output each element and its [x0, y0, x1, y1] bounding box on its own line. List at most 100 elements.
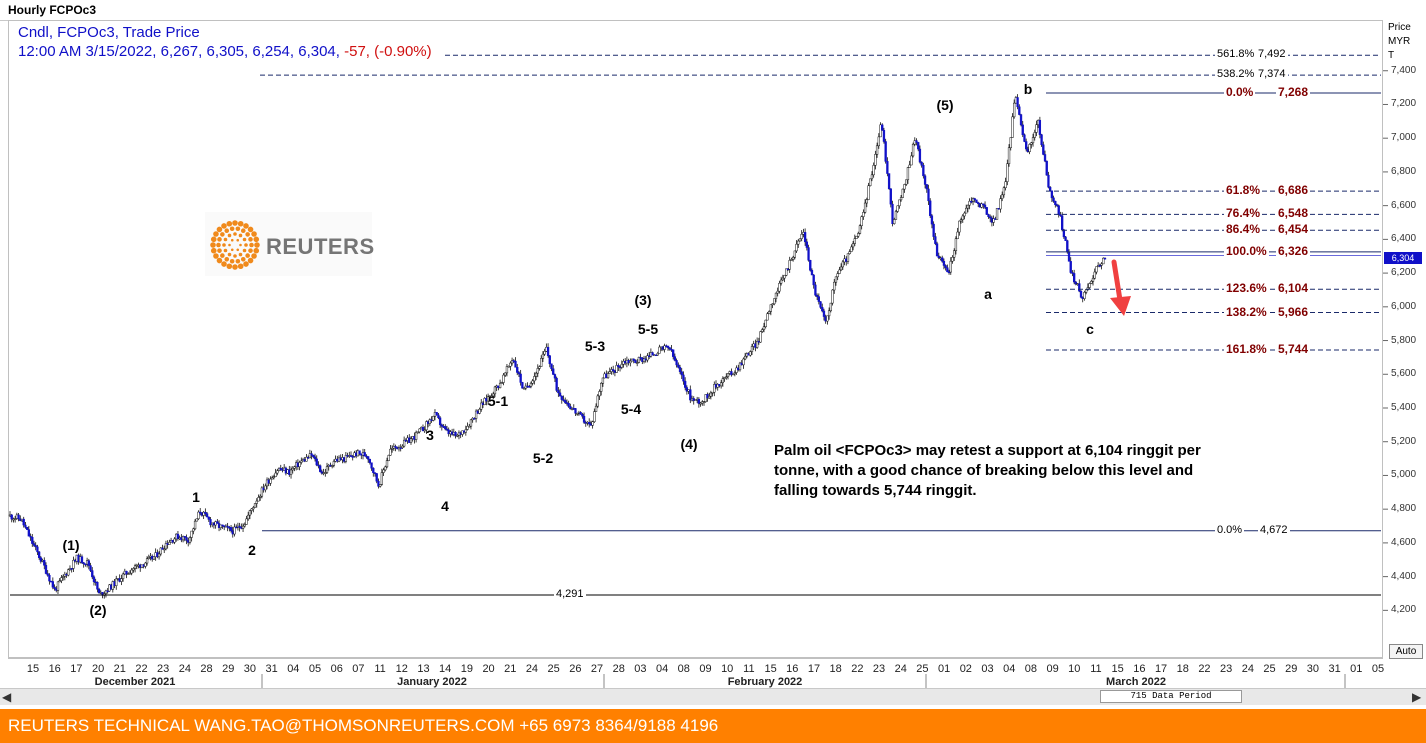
base-label: 0.0% — [1215, 523, 1245, 536]
candle — [776, 290, 779, 294]
candle — [983, 204, 987, 208]
y-tick-label: 4,600 — [1391, 536, 1417, 548]
candle — [133, 565, 137, 569]
candle — [245, 518, 248, 525]
legend-ohlc: 12:00 AM 3/15/2022, 6,267, 6,305, 6,254,… — [18, 43, 432, 60]
candle — [564, 400, 567, 403]
support-value: 4,291 — [554, 588, 586, 600]
fib-value: 6,104 — [1276, 281, 1311, 296]
candle — [132, 568, 135, 571]
candle — [250, 508, 253, 511]
candle — [147, 557, 150, 559]
candle — [877, 136, 880, 147]
candle — [769, 304, 772, 312]
candle — [1031, 137, 1035, 144]
candle — [293, 466, 296, 469]
x-tick-label: 19 — [460, 663, 473, 675]
candle — [581, 413, 584, 417]
candle — [243, 524, 246, 527]
wave-label: 5-4 — [620, 401, 642, 417]
candle — [889, 188, 892, 205]
candle — [486, 396, 490, 402]
candle — [685, 387, 689, 392]
candle — [1074, 281, 1078, 285]
scroll-right-icon[interactable]: ▶ — [1412, 690, 1422, 704]
candle — [421, 427, 425, 432]
wave-label: 3 — [426, 427, 434, 443]
candle — [331, 465, 334, 467]
candle — [368, 458, 372, 463]
candle — [120, 578, 123, 582]
axis-unit-label: T — [1388, 50, 1395, 61]
candle — [846, 253, 850, 262]
price-axis[interactable] — [1383, 20, 1426, 658]
x-tick-label: 17 — [807, 663, 821, 675]
time-axis[interactable] — [8, 658, 1383, 689]
candle — [1090, 281, 1093, 284]
x-tick-label: 04 — [287, 663, 300, 675]
candle — [377, 480, 380, 487]
candle — [773, 298, 776, 305]
candle — [896, 205, 899, 212]
candle — [67, 569, 70, 576]
wave-label: 5-1 — [487, 393, 509, 409]
candle — [550, 363, 553, 370]
candle — [1001, 194, 1004, 199]
candle — [104, 590, 108, 594]
y-tick-label: 4,800 — [1391, 503, 1417, 515]
candle — [759, 331, 762, 343]
candle — [949, 260, 952, 273]
x-tick-label: 10 — [1068, 663, 1081, 675]
x-tick-label: 24 — [178, 663, 191, 675]
candle — [1079, 290, 1083, 298]
x-tick-label: 30 — [1306, 663, 1320, 675]
analysis-note: Palm oil <FCPOc3> may retest a support a… — [774, 442, 1201, 499]
fib-value: 6,454 — [1276, 222, 1311, 237]
candle — [850, 246, 853, 252]
auto-scale-button[interactable]: Auto — [1389, 644, 1423, 659]
candle — [207, 516, 210, 520]
candle — [730, 371, 733, 376]
candle — [56, 581, 60, 591]
candle — [1009, 137, 1012, 148]
candle — [910, 155, 913, 166]
last-price-tag: 6,304 — [1384, 252, 1422, 264]
candle — [1078, 283, 1081, 292]
candle — [300, 460, 303, 463]
candle — [272, 476, 276, 479]
candle — [1006, 163, 1009, 182]
plot-area[interactable] — [8, 20, 1383, 658]
horizontal-scrollbar[interactable] — [0, 688, 1426, 705]
candle — [935, 243, 939, 257]
candle — [903, 184, 906, 190]
x-tick-label: 09 — [699, 663, 712, 675]
candle — [601, 377, 605, 384]
x-tick-label: 28 — [200, 663, 213, 675]
candle — [951, 257, 954, 262]
wave-label: b — [1023, 81, 1033, 97]
candle — [743, 355, 747, 360]
candle — [881, 124, 884, 131]
wave-label: (4) — [680, 436, 698, 452]
x-tick-label: 23 — [872, 663, 886, 675]
candle — [1091, 277, 1095, 282]
x-tick-label: 03 — [981, 663, 994, 675]
price-chart[interactable] — [0, 0, 1426, 710]
candle — [875, 145, 879, 155]
candle — [1035, 124, 1038, 133]
x-tick-label: 12 — [395, 663, 408, 675]
candle — [1042, 144, 1045, 155]
candle — [807, 247, 810, 261]
candle — [456, 435, 459, 437]
candle — [999, 198, 1002, 210]
candle — [827, 310, 831, 317]
candle — [579, 412, 582, 415]
candle — [673, 356, 677, 361]
data-period-box[interactable]: 715 Data Period — [1100, 690, 1242, 703]
candle — [735, 367, 738, 373]
x-tick-label: 03 — [634, 663, 647, 675]
scroll-left-icon[interactable]: ◀ — [2, 690, 12, 704]
candle — [366, 456, 370, 460]
x-tick-label: 21 — [113, 663, 126, 675]
candle — [567, 403, 570, 407]
